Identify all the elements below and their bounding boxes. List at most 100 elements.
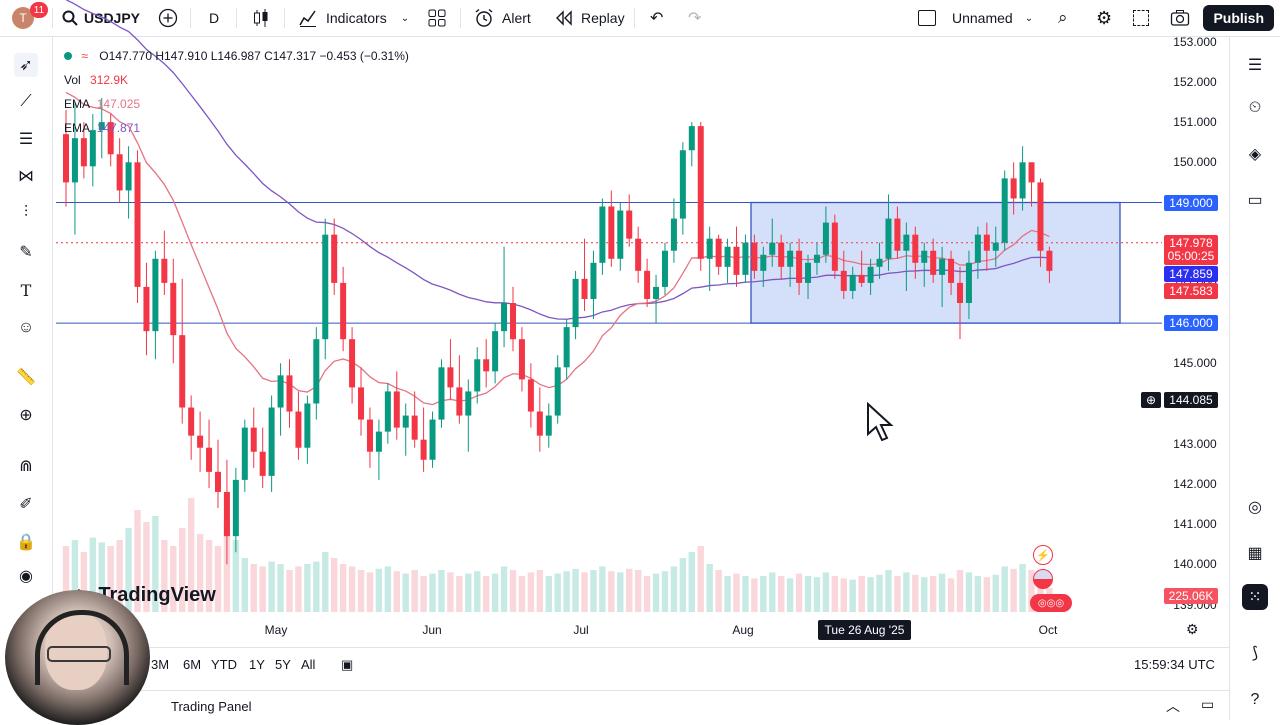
symbol-search-button[interactable]: USDJPY — [62, 0, 140, 36]
chart-type-button[interactable] — [252, 0, 270, 36]
products-button[interactable]: ⁙ — [1242, 584, 1268, 610]
candle-body — [232, 479, 239, 537]
ema2-legend[interactable]: EMA 147.871 — [64, 121, 140, 135]
candle-body — [778, 242, 785, 267]
signal-icon: ⟆ — [1251, 645, 1259, 662]
volume-bar — [527, 572, 535, 612]
candle-body — [358, 387, 365, 420]
trend-line-tool[interactable]: ⟋ — [14, 90, 38, 114]
pattern-tool[interactable]: ⋈ — [14, 164, 38, 188]
candle-body — [214, 471, 221, 492]
undo-button[interactable]: ↶ — [650, 0, 663, 36]
range-all[interactable]: All — [301, 648, 315, 681]
zoom-tool[interactable]: ⊕ — [14, 403, 38, 427]
magnifier-icon: ⌕ — [1058, 8, 1068, 27]
undo-icon: ↶ — [650, 10, 664, 27]
volume-bar — [1037, 572, 1044, 612]
layout-menu-button[interactable]: Unnamed ⌄ — [918, 0, 1033, 36]
indicators-button[interactable]: Indicators ⌄ — [298, 0, 409, 36]
volume-bar — [447, 572, 454, 612]
range-all-label: All — [301, 657, 316, 672]
candle-body — [572, 278, 579, 328]
candle-body — [769, 242, 776, 255]
trading-panel-tab[interactable]: Trading Panel — [171, 691, 251, 721]
templates-button[interactable] — [428, 0, 446, 36]
goto-date-button[interactable]: ▣ — [341, 648, 353, 681]
add-alert-plus[interactable]: ⊕ — [1141, 392, 1161, 408]
time-axis-settings[interactable]: ⚙ — [1186, 621, 1199, 638]
text-t-icon: T — [20, 280, 32, 300]
compare-symbol-button[interactable] — [158, 0, 178, 36]
candle-body — [107, 122, 114, 155]
redo-button[interactable]: ↷ — [688, 0, 701, 36]
object-tree-button[interactable]: ◈ — [1242, 141, 1268, 167]
dividends-icon[interactable]: ◎◎◎ — [1030, 594, 1072, 612]
volume-bar — [563, 571, 570, 612]
volume-bar — [733, 573, 740, 612]
watchlist-button[interactable]: ☰ — [1242, 52, 1268, 78]
publish-button[interactable]: Publish — [1203, 5, 1274, 31]
magnet-tool[interactable]: ⋒ — [14, 454, 38, 478]
quick-search-button[interactable]: ⌕ — [1058, 0, 1068, 36]
volume-bar — [840, 578, 847, 612]
range-5y[interactable]: 5Y — [275, 648, 291, 681]
clock-display[interactable]: 15:59:34 UTC — [1134, 648, 1215, 681]
brush-tool[interactable]: ✎ — [14, 240, 38, 264]
flag-us-icon[interactable] — [1033, 569, 1053, 589]
volume-bar — [286, 570, 293, 612]
hide-drawings-tool[interactable]: ◉ — [14, 564, 38, 588]
snapshot-button[interactable] — [1170, 0, 1190, 36]
volume-bar — [196, 534, 204, 612]
candle-body — [393, 391, 400, 428]
candle-body — [1019, 162, 1026, 199]
stay-drawing-tool[interactable]: ✐ — [14, 492, 38, 516]
measure-tool[interactable]: 📏 — [14, 365, 38, 389]
candle-body — [161, 258, 168, 283]
lock-drawings-tool[interactable]: 🔒 — [14, 530, 38, 554]
calendar-icon: ▦ — [1247, 545, 1263, 562]
range-ytd[interactable]: YTD — [211, 648, 237, 681]
candle-body — [796, 250, 803, 283]
fullscreen-button[interactable] — [1133, 0, 1149, 36]
help-button[interactable]: ? — [1242, 687, 1268, 713]
volume-bar — [778, 576, 785, 612]
replay-button[interactable]: Replay — [555, 0, 625, 36]
volume-bar — [375, 568, 383, 612]
settings-button[interactable]: ⚙ — [1096, 0, 1112, 36]
range-ytd-label: YTD — [211, 657, 237, 672]
alert-button[interactable]: Alert — [474, 0, 531, 36]
range-6m[interactable]: 6M — [183, 648, 201, 681]
range-1y[interactable]: 1Y — [249, 648, 265, 681]
candle-body — [411, 415, 418, 440]
user-avatar[interactable]: T — [12, 7, 34, 29]
fib-tool[interactable]: ☰ — [14, 127, 38, 151]
lightning-icon[interactable]: ⚡ — [1033, 545, 1053, 565]
maximize-panel-button[interactable]: ▭ — [1201, 696, 1214, 713]
candle-body — [536, 411, 543, 436]
ema1-legend[interactable]: EMA 147.025 — [64, 97, 140, 111]
volume-bar — [697, 546, 704, 612]
ideas-button[interactable]: ◎ — [1242, 494, 1268, 520]
events-icon-group[interactable]: ⚡ ◎◎◎ — [1030, 544, 1074, 616]
collapse-panel-button[interactable]: ︿ — [1166, 696, 1180, 716]
range-5y-label: 5Y — [275, 657, 291, 672]
chat-button[interactable]: ▭ — [1242, 187, 1268, 213]
signal-button[interactable]: ⟆ — [1242, 640, 1268, 666]
alerts-panel-button[interactable]: ⏲ — [1242, 95, 1268, 121]
volume-bar — [795, 573, 803, 612]
cursor-tool[interactable]: ➶ — [14, 53, 38, 77]
candle-body — [474, 359, 481, 392]
emoji-tool[interactable]: ☺ — [14, 316, 38, 340]
volume-bar — [456, 576, 463, 612]
range-3m[interactable]: 3M — [151, 648, 169, 681]
volume-bar — [652, 573, 660, 612]
calendar-button[interactable]: ▦ — [1242, 540, 1268, 566]
text-tool[interactable]: T — [14, 278, 38, 302]
level-tag-high: 149.000 — [1164, 195, 1218, 211]
volume-legend[interactable]: Vol 312.9K — [64, 73, 128, 87]
candle-body — [465, 391, 472, 416]
candle-body — [581, 278, 588, 299]
interval-button[interactable]: D — [209, 0, 219, 36]
forecast-tool[interactable]: ⫶ — [14, 201, 38, 225]
